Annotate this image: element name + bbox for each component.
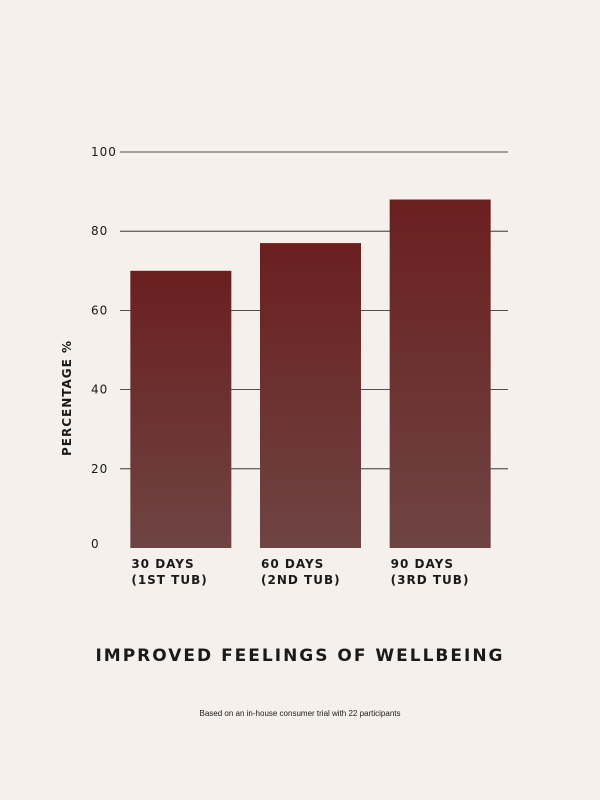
category-labels: 30 DAYS (1ST TUB) 60 DAYS (2ND TUB) 90 DAYS (… [131, 557, 470, 587]
bar [130, 270, 232, 548]
y-tick-label: 100 [91, 145, 117, 159]
category-sublabel: (1ST TUB) [131, 573, 207, 587]
bar [389, 199, 491, 548]
y-tick-labels: 0 20 40 60 80 100 [91, 145, 117, 551]
y-tick-label: 60 [91, 303, 108, 317]
bar [260, 243, 361, 548]
category-sublabel: (2ND TUB) [261, 573, 341, 587]
chart-footnote: Based on an in-house consumer trial with… [199, 709, 401, 718]
y-tick-label: 0 [91, 537, 100, 551]
y-axis-label: PERCENTAGE % [60, 340, 74, 456]
bars [130, 199, 491, 548]
y-tick-label: 80 [91, 224, 108, 238]
y-tick-label: 20 [91, 462, 108, 476]
category-sublabel: (3RD TUB) [391, 573, 470, 587]
category-label: 60 DAYS [261, 557, 324, 571]
chart-title: IMPROVED FEELINGS OF WELLBEING [95, 646, 505, 666]
category-label: 90 DAYS [391, 557, 454, 571]
y-tick-label: 40 [91, 383, 108, 397]
category-label: 30 DAYS [131, 557, 194, 571]
